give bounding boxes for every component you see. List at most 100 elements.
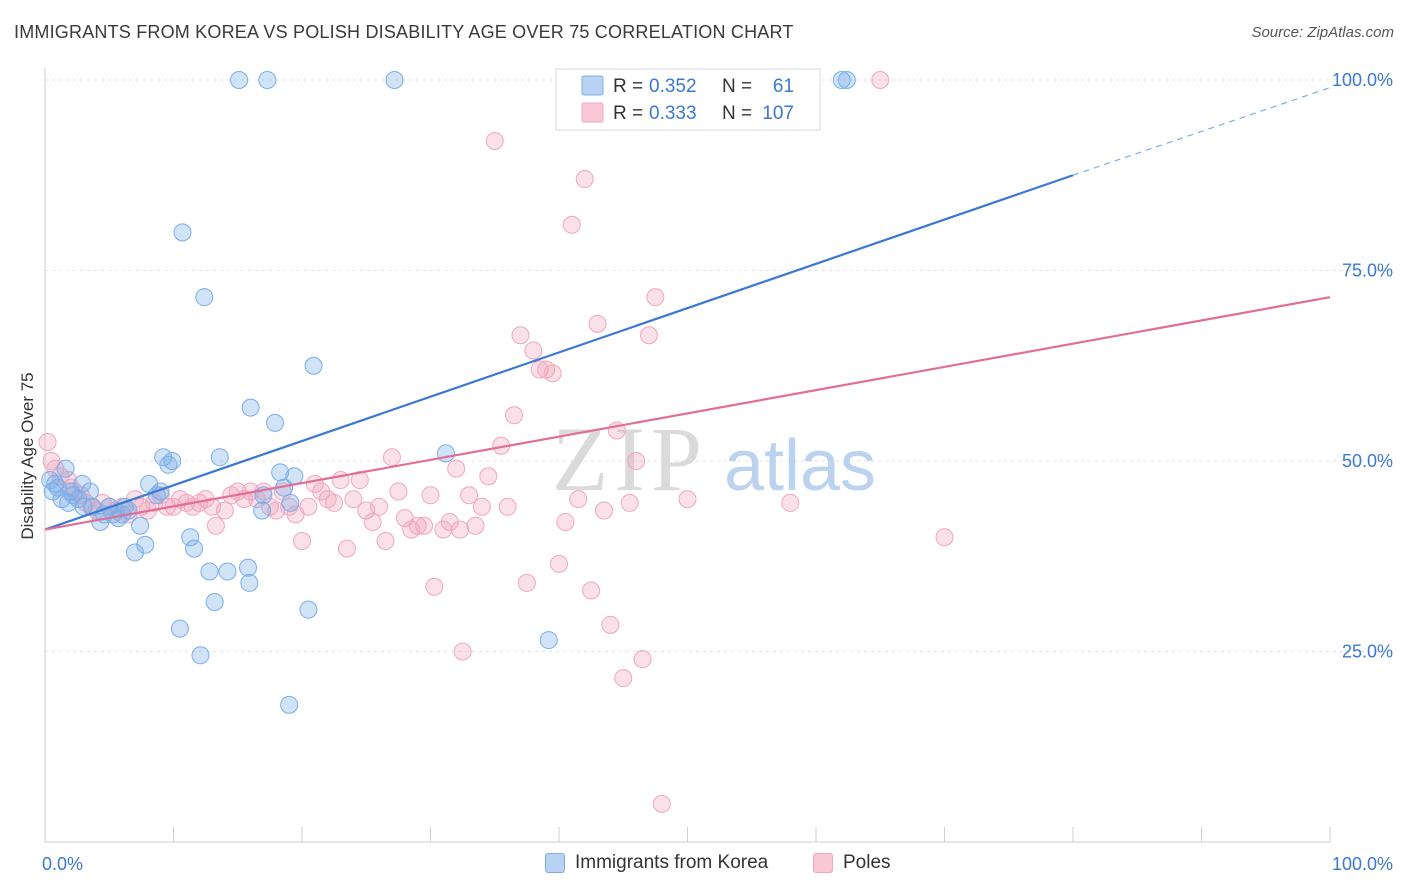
- poles-point-102: [678, 490, 697, 509]
- korea-point-12: [80, 482, 99, 501]
- korea-point-40: [218, 562, 237, 581]
- poles-point-61: [415, 516, 434, 535]
- korea-point-36: [195, 288, 214, 307]
- poles-point-75: [498, 497, 517, 516]
- poles-point-49: [337, 539, 356, 558]
- legend-r-value-korea: 0.352: [649, 76, 697, 97]
- korea-point-42: [239, 558, 258, 577]
- y-tick-label-100: 100.0%: [1332, 70, 1393, 90]
- poles-point-63: [425, 577, 444, 596]
- legend-swatch-poles-bottom: [813, 853, 833, 873]
- poles-point-90: [594, 501, 613, 520]
- poles-point-0: [38, 432, 57, 451]
- poles-point-87: [575, 170, 594, 189]
- y-tick-label-50: 50.0%: [1342, 451, 1393, 471]
- korea-points: [41, 71, 856, 714]
- korea-point-56: [385, 71, 404, 89]
- poles-point-94: [620, 493, 639, 512]
- poles-point-86: [569, 490, 588, 509]
- watermark-atlas: atlas: [724, 426, 876, 506]
- korea-point-10: [73, 474, 92, 493]
- poles-point-29: [206, 516, 225, 535]
- poles-point-73: [485, 131, 504, 150]
- poles-point-70: [466, 516, 485, 535]
- poles-point-99: [652, 794, 671, 813]
- legend-top: R = 0.352 N = 61 R = 0.333 N = 107: [555, 68, 821, 131]
- legend-r-value-poles: 0.333: [649, 103, 697, 124]
- chart-title: IMMIGRANTS FROM KOREA VS POLISH DISABILI…: [14, 22, 794, 42]
- korea-point-55: [304, 356, 323, 375]
- poles-point-42: [293, 532, 311, 551]
- poles-point-56: [382, 448, 401, 467]
- legend-r-label-poles: R =: [613, 103, 643, 124]
- poles-point-47: [325, 493, 344, 512]
- poles-point-82: [543, 364, 562, 383]
- poles-point-43: [299, 497, 318, 516]
- poles-point-97: [639, 326, 658, 345]
- poles-point-91: [601, 615, 620, 634]
- korea-trend-line: [44, 174, 1074, 531]
- korea-point-37: [200, 562, 219, 581]
- legend-swatch-korea: [581, 75, 604, 96]
- korea-point-35: [191, 646, 210, 665]
- trend-lines: [44, 87, 1331, 531]
- korea-point-54: [299, 600, 318, 619]
- korea-point-58: [539, 631, 558, 650]
- poles-point-62: [421, 486, 440, 505]
- tick-labels: 25.0% 50.0% 75.0% 100.0% 0.0% 100.0%: [42, 70, 1393, 874]
- korea-point-52: [281, 493, 300, 512]
- legend-item-korea[interactable]: Immigrants from Korea: [545, 852, 768, 874]
- poles-point-77: [511, 326, 530, 345]
- gridlines: [45, 79, 1392, 652]
- legend-label-poles: Poles: [843, 852, 891, 873]
- korea-point-30: [163, 452, 182, 470]
- poles-point-71: [472, 497, 491, 516]
- poles-point-67: [451, 520, 470, 539]
- legend-n-value-poles: 107: [762, 103, 794, 124]
- korea-point-33: [181, 528, 200, 547]
- korea-point-48: [266, 413, 285, 432]
- korea-point-31: [170, 619, 189, 638]
- poles-point-65: [440, 512, 459, 531]
- y-tick-label-25: 25.0%: [1342, 642, 1393, 662]
- korea-point-32: [173, 223, 192, 242]
- korea-point-23: [131, 516, 150, 535]
- korea-point-22: [125, 543, 144, 562]
- poles-point-95: [627, 452, 646, 470]
- poles-point-79: [524, 341, 543, 360]
- watermark: ZIP atlas: [552, 408, 876, 510]
- korea-point-51: [280, 695, 299, 714]
- x-tick-label-0: 0.0%: [42, 854, 83, 874]
- poles-point-89: [588, 314, 607, 333]
- poles-point-76: [505, 406, 524, 425]
- legend-swatch-korea-bottom: [545, 853, 565, 873]
- korea-point-38: [205, 592, 224, 611]
- poles-point-105: [871, 71, 890, 89]
- legend-n-label-korea: N =: [722, 76, 752, 97]
- poles-point-84: [556, 512, 575, 531]
- korea-trend-extension: [1072, 87, 1331, 176]
- poles-point-60: [408, 516, 427, 535]
- poles-point-83: [550, 554, 568, 573]
- legend-swatch-poles: [581, 102, 604, 123]
- korea-point-47: [258, 71, 277, 89]
- y-axis-label: Disability Age Over 75: [18, 372, 37, 539]
- korea-point-41: [230, 71, 249, 89]
- poles-point-66: [447, 459, 466, 478]
- korea-point-53: [285, 467, 304, 486]
- legend-n-value-korea: 61: [773, 76, 794, 97]
- legend-bottom: Immigrants from Korea Poles: [0, 852, 1406, 878]
- korea-point-34: [185, 539, 204, 558]
- poles-trend-line: [44, 296, 1331, 531]
- korea-point-45: [253, 501, 272, 520]
- legend-item-poles[interactable]: Poles: [813, 852, 891, 874]
- poles-point-69: [460, 486, 479, 505]
- korea-point-59: [832, 71, 851, 89]
- poles-point-85: [562, 215, 581, 234]
- poles-point-104: [781, 493, 800, 512]
- korea-point-43: [240, 573, 259, 592]
- poles-point-98: [646, 288, 665, 307]
- poles-point-55: [376, 532, 395, 551]
- korea-point-39: [210, 448, 229, 467]
